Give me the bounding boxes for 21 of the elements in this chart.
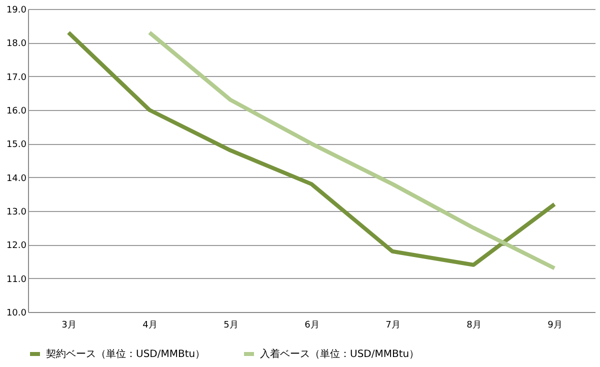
x-tick-label: 7月 xyxy=(386,320,400,330)
y-tick-label: 14.0 xyxy=(6,174,27,184)
x-tick-label: 4月 xyxy=(142,320,158,330)
y-tick-label: 16.0 xyxy=(6,106,27,116)
x-tick-label: 8月 xyxy=(466,320,482,330)
y-tick-label: 12.0 xyxy=(6,241,27,252)
x-tick-label: 6月 xyxy=(304,320,320,330)
x-tick-label: 5月 xyxy=(224,320,238,330)
line-series xyxy=(66,30,556,267)
legend-label: 入着ベース（単位：USD/MMBtu） xyxy=(260,348,420,360)
y-tick-label: 10.0 xyxy=(6,308,27,318)
y-tick-label: 19.0 xyxy=(6,6,27,16)
x-tick-label: 9月 xyxy=(548,320,562,330)
line-series xyxy=(148,30,556,270)
y-tick-label: 15.0 xyxy=(6,140,27,150)
legend-label: 契約ベース（単位：USD/MMBtu） xyxy=(46,348,206,360)
y-tick-label: 13.0 xyxy=(6,208,27,218)
y-tick-label: 18.0 xyxy=(6,39,27,50)
y-tick-label: 11.0 xyxy=(6,274,27,285)
y-tick-label: 17.0 xyxy=(6,72,27,83)
x-tick-label: 3月 xyxy=(62,320,76,330)
